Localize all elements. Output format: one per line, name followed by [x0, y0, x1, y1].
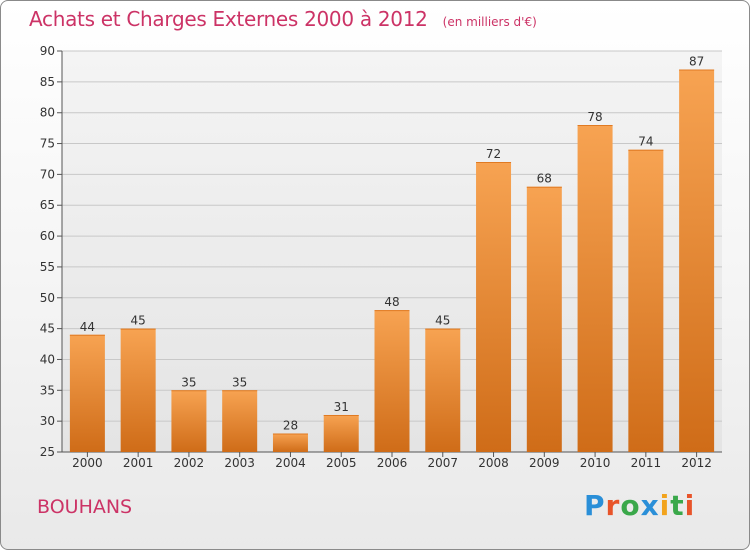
bar-2002	[171, 390, 207, 452]
y-tick-label: 60	[40, 229, 55, 243]
value-label-2009: 68	[537, 172, 552, 186]
y-tick-label: 35	[40, 383, 55, 397]
bar-2005	[323, 414, 359, 452]
x-tick-label-2004: 2004	[275, 456, 306, 470]
x-tick-label-2003: 2003	[224, 456, 255, 470]
y-tick-label: 40	[40, 352, 55, 366]
chart-title: Achats et Charges Externes 2000 à 2012	[29, 7, 428, 31]
logo-letter: i	[684, 489, 696, 522]
bar-2008	[476, 162, 512, 453]
value-label-2002: 35	[181, 375, 196, 389]
y-tick-label: 75	[40, 137, 55, 151]
logo-letter: i	[659, 489, 671, 522]
bar-2010	[577, 125, 613, 453]
y-tick-label: 30	[40, 414, 55, 428]
y-tick-label: 45	[40, 322, 55, 336]
value-label-2003: 35	[232, 375, 247, 389]
y-tick-label: 85	[40, 75, 55, 89]
value-label-2001: 45	[131, 314, 146, 328]
bar-2007	[425, 328, 461, 452]
x-tick-label-2001: 2001	[123, 456, 154, 470]
value-label-2004: 28	[283, 418, 298, 432]
value-label-2006: 48	[384, 295, 399, 309]
bar-2003	[222, 390, 258, 452]
bar-2000	[69, 334, 105, 452]
y-tick-label: 70	[40, 167, 55, 181]
logo-letter: o	[620, 489, 641, 522]
value-label-2012: 87	[689, 55, 704, 69]
x-tick-label-2005: 2005	[326, 456, 357, 470]
x-tick-label-2000: 2000	[72, 456, 103, 470]
x-tick-label-2002: 2002	[174, 456, 205, 470]
x-tick-label-2012: 2012	[681, 456, 712, 470]
logo-letter: x	[640, 489, 660, 522]
x-tick-label-2008: 2008	[478, 456, 509, 470]
y-tick-label: 55	[40, 260, 55, 274]
proxiti-logo[interactable]: Proxiti	[584, 489, 695, 522]
value-label-2010: 78	[587, 110, 602, 124]
bar-2001	[120, 328, 156, 452]
value-label-2008: 72	[486, 147, 501, 161]
bar-2011	[628, 149, 664, 452]
value-label-2011: 74	[638, 135, 653, 149]
y-tick-label: 25	[40, 445, 55, 459]
x-tick-label-2009: 2009	[529, 456, 560, 470]
y-tick-label: 65	[40, 198, 55, 212]
logo-letter: t	[670, 489, 685, 522]
y-tick-label: 80	[40, 106, 55, 120]
value-label-2000: 44	[80, 320, 95, 334]
value-label-2007: 45	[435, 314, 450, 328]
logo-letter: P	[584, 489, 606, 522]
chart-unit: (en milliers d'€)	[442, 15, 537, 29]
logo-letter: r	[605, 489, 621, 522]
x-tick-label-2010: 2010	[580, 456, 611, 470]
y-tick-label: 50	[40, 291, 55, 305]
value-label-2005: 31	[334, 400, 349, 414]
y-tick-label: 90	[40, 44, 55, 58]
bar-2004	[272, 433, 308, 452]
bar-2012	[679, 69, 715, 452]
x-tick-label-2007: 2007	[427, 456, 458, 470]
bar-2009	[526, 186, 562, 452]
bar-2006	[374, 310, 410, 452]
x-tick-label-2011: 2011	[631, 456, 662, 470]
commune-name: BOUHANS	[37, 496, 133, 518]
x-tick-label-2006: 2006	[377, 456, 408, 470]
title-row: Achats et Charges Externes 2000 à 2012 (…	[29, 7, 537, 31]
